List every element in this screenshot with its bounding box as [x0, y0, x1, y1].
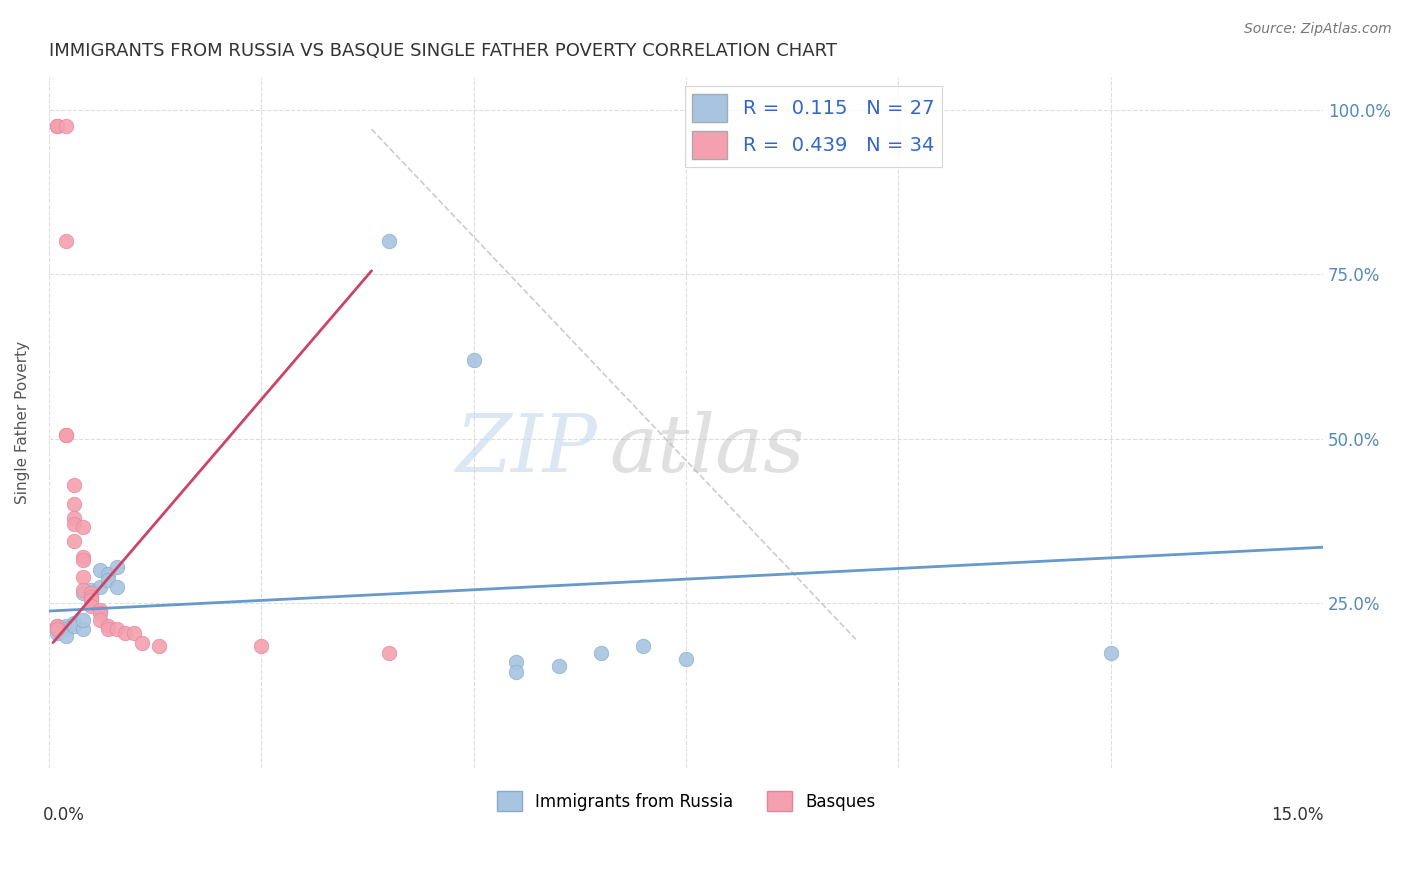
- Point: [97, 623, 120, 637]
- Point: [72, 613, 94, 627]
- Text: ZIP: ZIP: [456, 411, 596, 489]
- Point: [505, 665, 527, 680]
- Point: [55, 428, 77, 442]
- Point: [80, 599, 103, 614]
- Point: [55, 619, 77, 633]
- Point: [63, 619, 86, 633]
- Point: [505, 656, 527, 670]
- Text: atlas: atlas: [609, 411, 804, 489]
- Point: [105, 580, 128, 594]
- Point: [463, 352, 485, 367]
- Point: [148, 639, 170, 653]
- Point: [46, 619, 69, 633]
- Point: [80, 590, 103, 604]
- Text: 15.0%: 15.0%: [1271, 805, 1323, 823]
- Point: [97, 566, 120, 581]
- Point: [63, 533, 86, 548]
- Point: [80, 586, 103, 600]
- Point: [63, 615, 86, 630]
- Text: IMMIGRANTS FROM RUSSIA VS BASQUE SINGLE FATHER POVERTY CORRELATION CHART: IMMIGRANTS FROM RUSSIA VS BASQUE SINGLE …: [49, 42, 837, 60]
- Point: [89, 603, 111, 617]
- Point: [250, 639, 273, 653]
- Point: [89, 606, 111, 620]
- Point: [63, 517, 86, 532]
- Point: [105, 560, 128, 574]
- Point: [89, 613, 111, 627]
- Point: [72, 553, 94, 567]
- Point: [55, 234, 77, 248]
- Point: [55, 428, 77, 442]
- Point: [122, 625, 145, 640]
- Point: [55, 623, 77, 637]
- Point: [55, 119, 77, 133]
- Point: [80, 586, 103, 600]
- Point: [72, 586, 94, 600]
- Point: [80, 592, 103, 607]
- Point: [80, 582, 103, 597]
- Point: [97, 619, 120, 633]
- Text: 0.0%: 0.0%: [42, 805, 84, 823]
- Point: [97, 573, 120, 587]
- Point: [46, 623, 69, 637]
- Point: [72, 582, 94, 597]
- Point: [63, 510, 86, 524]
- Point: [547, 658, 569, 673]
- Point: [105, 623, 128, 637]
- Point: [46, 119, 69, 133]
- Point: [131, 635, 153, 649]
- Point: [72, 570, 94, 584]
- Point: [46, 619, 69, 633]
- Point: [377, 646, 399, 660]
- Point: [72, 520, 94, 534]
- Legend: R =  0.115   N = 27, R =  0.439   N = 34: R = 0.115 N = 27, R = 0.439 N = 34: [685, 87, 942, 167]
- Point: [89, 580, 111, 594]
- Point: [63, 497, 86, 511]
- Point: [46, 119, 69, 133]
- Point: [46, 625, 69, 640]
- Point: [1099, 646, 1122, 660]
- Point: [589, 646, 612, 660]
- Point: [63, 477, 86, 491]
- Y-axis label: Single Father Poverty: Single Father Poverty: [15, 341, 30, 504]
- Point: [72, 550, 94, 565]
- Point: [633, 639, 655, 653]
- Point: [89, 563, 111, 577]
- Point: [55, 629, 77, 643]
- Point: [377, 234, 399, 248]
- Text: Source: ZipAtlas.com: Source: ZipAtlas.com: [1244, 22, 1392, 37]
- Point: [72, 623, 94, 637]
- Point: [114, 625, 136, 640]
- Point: [675, 652, 697, 666]
